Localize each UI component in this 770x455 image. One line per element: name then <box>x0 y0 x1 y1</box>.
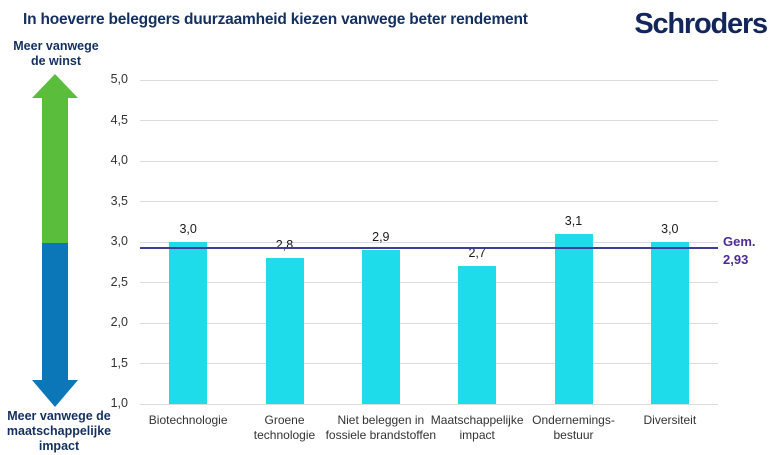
y-axis-tick-label: 3,0 <box>110 234 128 248</box>
bar-value-label: 3,0 <box>179 222 197 236</box>
x-axis-category-label: Maatschappelijke impact <box>430 413 524 442</box>
gridline <box>140 403 718 405</box>
gridline <box>140 201 718 202</box>
bar <box>554 233 593 404</box>
axis-annotation-bottom: Meer vanwege de maatschappelijke impact <box>6 409 112 453</box>
y-axis-tick-label: 1,0 <box>110 396 128 410</box>
bar-value-label: 3,0 <box>661 222 679 236</box>
bar <box>458 266 497 404</box>
arrow-shaft-green <box>42 97 68 243</box>
x-axis-category-label: Biotechnologie <box>148 413 228 427</box>
mean-label-text: Gem. <box>723 234 756 249</box>
gridline <box>140 241 718 243</box>
gridline <box>140 322 718 324</box>
y-axis-tick-label: 1,5 <box>110 355 128 370</box>
bar-value-label: 2,7 <box>468 246 486 261</box>
gridline <box>140 282 718 283</box>
bar <box>650 242 689 404</box>
bar-value-label: 2,8 <box>275 238 294 253</box>
chart-title: In hoeverre beleggers duurzaamheid kieze… <box>23 11 528 28</box>
mean-line <box>140 246 718 249</box>
x-axis-category-label: Ondernemings- bestuur <box>532 413 615 442</box>
gridline <box>140 363 718 364</box>
axis-annotation-top: Meer vanwege de winst <box>13 39 99 68</box>
bar <box>361 250 400 404</box>
y-axis-tick-label: 3,5 <box>110 193 128 208</box>
y-axis-tick-label: 2,0 <box>110 315 128 329</box>
bar <box>265 258 304 404</box>
schroders-logo: Schroders <box>634 8 768 40</box>
arrow-up-icon <box>32 74 78 98</box>
x-axis-category-label: Groene technologie <box>253 413 316 442</box>
y-axis-tick-label: 5,0 <box>110 72 128 86</box>
y-axis-tick-label: 4,0 <box>110 153 128 167</box>
mean-label-value: 2,93 <box>723 251 749 267</box>
gridline <box>140 160 718 162</box>
x-axis-category-label: Diversiteit <box>643 413 697 427</box>
y-axis-tick-label: 4,5 <box>110 112 128 127</box>
bar-value-label: 3,1 <box>564 213 583 228</box>
arrow-shaft-blue <box>42 243 68 380</box>
profit-impact-arrow <box>32 74 78 407</box>
arrow-down-icon <box>32 380 78 407</box>
bar-value-label: 2,9 <box>372 230 390 245</box>
mean-label: Gem. 2,93 <box>723 233 769 268</box>
x-axis-category-label: Niet beleggen in fossiele brandstoffen <box>325 413 437 442</box>
y-axis-tick-label: 2,5 <box>110 274 128 289</box>
bar <box>169 242 208 404</box>
gridline <box>140 120 718 121</box>
gridline <box>140 79 718 81</box>
